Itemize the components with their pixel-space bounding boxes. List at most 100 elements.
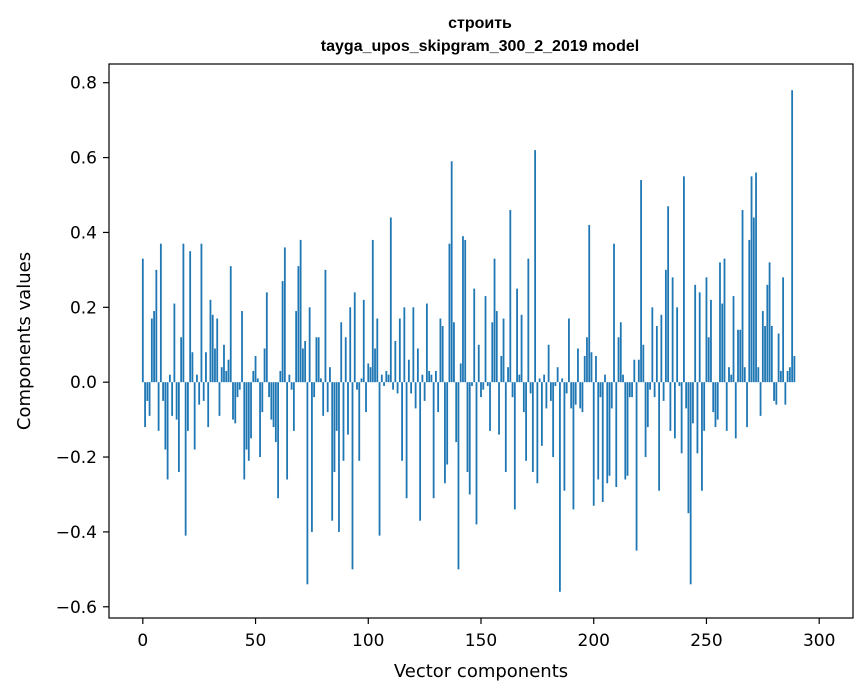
bar-component-278: [768, 262, 771, 383]
bar-component-112: [394, 341, 397, 383]
bar-component-209: [613, 243, 615, 383]
bar-component-228: [655, 326, 658, 383]
bar-component-180: [547, 344, 550, 383]
bar-component-79: [320, 378, 322, 383]
bar-component-133: [441, 326, 444, 383]
bar-component-175: [536, 382, 539, 484]
bar-component-7: [157, 382, 160, 431]
bar-component-63: [283, 247, 286, 383]
bar-component-154: [489, 382, 491, 431]
bar-component-55: [265, 292, 268, 383]
bar-component-60: [277, 382, 279, 499]
bar-component-247: [698, 292, 701, 383]
bar-component-39: [229, 266, 232, 383]
bar-component-218: [633, 359, 636, 383]
y-tick-label: 0.8: [70, 74, 97, 94]
bar-component-245: [694, 284, 697, 383]
bar-component-148: [475, 382, 478, 525]
bar-component-230: [660, 314, 663, 383]
bar-component-139: [455, 382, 458, 443]
bar-component-4: [150, 318, 153, 383]
bar-component-192: [574, 382, 577, 405]
bar-component-239: [680, 382, 683, 454]
bar-component-121: [414, 382, 417, 409]
bar-component-184: [556, 367, 559, 383]
bar-component-231: [662, 382, 665, 401]
bar-component-207: [608, 382, 611, 476]
x-tick-label: 100: [352, 631, 384, 651]
bar-component-34: [218, 382, 221, 416]
bar-component-64: [286, 382, 289, 480]
bar-component-195: [581, 382, 584, 413]
bar-component-38: [227, 359, 230, 383]
bar-component-183: [554, 382, 557, 386]
y-tick-label: −0.6: [56, 598, 97, 618]
bar-component-196: [583, 355, 586, 383]
bar-component-283: [779, 370, 782, 383]
bar-component-254: [714, 382, 717, 428]
bar-component-214: [624, 382, 627, 480]
bar-component-162: [507, 367, 509, 383]
bar-component-270: [750, 176, 753, 383]
bar-component-261: [730, 374, 733, 383]
bar-component-140: [457, 382, 460, 570]
bar-component-61: [279, 370, 282, 383]
bar-component-21: [189, 251, 192, 383]
bar-component-44: [241, 311, 243, 383]
bar-component-56: [268, 382, 270, 398]
bar-component-185: [559, 382, 561, 592]
bar-component-267: [743, 367, 746, 383]
bar-component-19: [184, 382, 187, 536]
bar-component-258: [723, 258, 726, 383]
bar-component-97: [360, 378, 363, 383]
bar-component-80: [322, 382, 325, 416]
bar-component-280: [773, 382, 775, 401]
bar-component-225: [649, 382, 651, 390]
bar-component-171: [527, 258, 530, 383]
bar-component-124: [421, 374, 424, 383]
bar-component-111: [392, 382, 394, 390]
bar-component-269: [748, 239, 751, 383]
bar-component-6: [155, 269, 158, 383]
bar-component-187: [563, 382, 566, 491]
bar-component-120: [412, 307, 415, 383]
bar-component-76: [313, 382, 316, 398]
bar-component-41: [234, 382, 237, 424]
bar-component-103: [374, 348, 376, 383]
bar-component-74: [308, 307, 311, 383]
bar-component-128: [430, 374, 433, 383]
bar-component-268: [746, 382, 748, 428]
bar-component-105: [378, 382, 381, 536]
bar-component-45: [243, 382, 246, 480]
bar-component-169: [522, 382, 525, 413]
bar-component-66: [290, 382, 293, 390]
bar-component-227: [653, 382, 656, 398]
bar-component-276: [764, 326, 766, 383]
bar-component-151: [482, 382, 485, 390]
x-tick-label: 300: [803, 631, 835, 651]
bars-group: [141, 90, 796, 592]
bar-component-31: [211, 314, 214, 383]
bar-component-201: [595, 355, 597, 383]
bar-component-33: [216, 318, 219, 383]
bar-component-164: [511, 382, 514, 398]
y-axis-label: Components values: [14, 252, 35, 430]
bar-component-117: [405, 382, 408, 499]
chart-subtitle: tayga_upos_skipgram_300_2_2019 model: [321, 38, 639, 55]
bar-component-165: [513, 382, 516, 510]
bar-component-266: [741, 209, 744, 383]
bar-component-129: [432, 382, 435, 499]
bar-component-23: [193, 382, 196, 450]
bar-component-191: [572, 382, 575, 510]
bar-component-216: [628, 382, 631, 398]
bar-component-238: [678, 382, 681, 386]
bar-component-174: [534, 150, 537, 383]
bar-component-275: [761, 311, 764, 383]
bar-component-135: [446, 382, 449, 465]
bar-component-288: [791, 90, 794, 383]
bar-component-134: [444, 382, 446, 484]
bar-component-277: [766, 284, 769, 383]
bar-component-29: [207, 382, 210, 428]
bar-component-115: [401, 382, 403, 461]
